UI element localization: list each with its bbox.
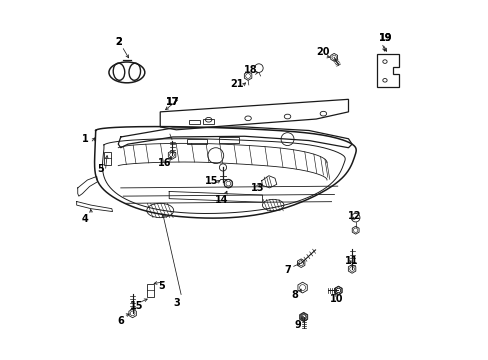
Text: 10: 10 <box>329 294 343 304</box>
Text: 19: 19 <box>379 33 392 43</box>
Text: 20: 20 <box>315 46 329 57</box>
Text: 19: 19 <box>379 33 392 43</box>
Text: 12: 12 <box>347 211 361 221</box>
Text: 18: 18 <box>244 64 257 75</box>
Text: 5: 5 <box>158 281 165 291</box>
Text: 4: 4 <box>81 215 88 224</box>
Text: 2: 2 <box>115 37 122 47</box>
Text: 1: 1 <box>81 134 88 144</box>
Text: 6: 6 <box>117 316 124 325</box>
Text: 15: 15 <box>204 176 218 186</box>
Text: 17: 17 <box>166 97 179 107</box>
Text: 15: 15 <box>129 301 142 311</box>
Text: 21: 21 <box>230 79 244 89</box>
Text: 3: 3 <box>173 298 180 308</box>
Text: 14: 14 <box>214 195 227 205</box>
Text: 16: 16 <box>158 158 171 168</box>
Text: 13: 13 <box>251 183 264 193</box>
Text: 11: 11 <box>345 256 358 266</box>
Text: 5: 5 <box>98 164 104 174</box>
Text: 7: 7 <box>284 265 290 275</box>
Text: 9: 9 <box>294 320 301 330</box>
Text: 17: 17 <box>166 97 179 107</box>
Text: 8: 8 <box>291 291 298 301</box>
Text: 2: 2 <box>115 37 122 47</box>
